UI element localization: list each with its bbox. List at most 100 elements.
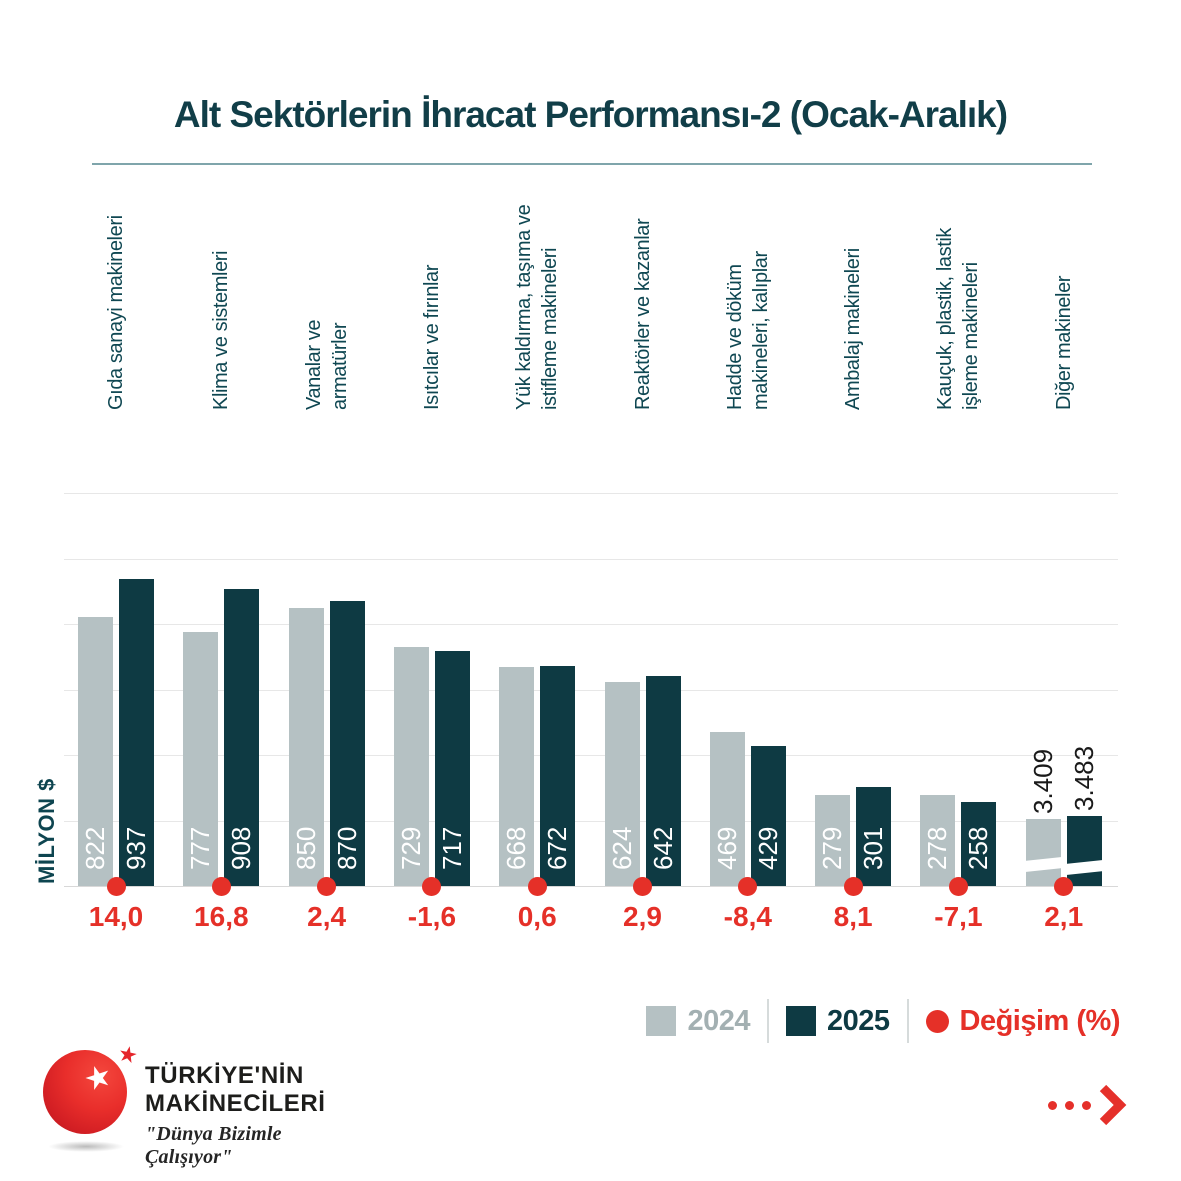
category-label: Ambalaj makineleri xyxy=(840,248,866,410)
change-value: 2,9 xyxy=(623,901,662,932)
change-value: 14,0 xyxy=(88,901,144,932)
category-label-line: Reaktörler ve kazanlar xyxy=(631,218,654,410)
bar-2025 xyxy=(1066,816,1102,886)
change-marker-dot-icon xyxy=(422,876,442,896)
bar-2024 xyxy=(288,607,324,886)
category-label-line: Hadde ve döküm xyxy=(723,264,746,410)
legend: 2024 2025 Değişim (%) xyxy=(646,998,1121,1044)
category-label-line: Yük kaldırma, taşıma ve xyxy=(513,204,536,410)
legend-swatch-2025-icon xyxy=(786,1006,816,1036)
category-label-line: armatürler xyxy=(328,322,351,410)
gridline xyxy=(64,689,1118,691)
legend-divider xyxy=(767,999,769,1043)
bar-2024 xyxy=(1025,819,1061,886)
title-underline xyxy=(92,163,1092,165)
legend-swatch-2024-icon xyxy=(646,1006,677,1036)
change-marker-dot-icon xyxy=(211,876,231,896)
change-value: 2,1 xyxy=(1044,901,1084,932)
bar-2025 xyxy=(224,588,260,886)
category-label-line: Isıtcılar ve fırınlar xyxy=(420,265,443,410)
change-value: 2,4 xyxy=(307,901,347,932)
category-label-line: istifleme makineleri xyxy=(539,247,562,410)
change-value: -1,6 xyxy=(407,901,457,932)
bar-2024 xyxy=(499,667,535,886)
gridline xyxy=(64,558,1118,560)
gridline xyxy=(64,886,1118,887)
category-label-line: Ambalaj makineleri xyxy=(842,248,865,410)
logo-text: TÜRKİYE'NİN MAKİNECİLERİ "Dünya Bizimle … xyxy=(145,1062,360,1169)
next-button[interactable] xyxy=(1048,1084,1127,1126)
category-label-line: makineleri, kalıplar xyxy=(749,251,772,410)
legend-item-2025: 2025 xyxy=(786,1005,890,1038)
category-label-line: Diğer makineler xyxy=(1052,275,1075,410)
bar-value-label: 429 xyxy=(752,826,783,870)
bar-value-label: 850 xyxy=(290,826,321,870)
change-value: 16,8 xyxy=(194,901,249,932)
ellipsis-dot-icon xyxy=(1082,1100,1091,1110)
page-title: Alt Sektörlerin İhracat Performansı-2 (O… xyxy=(173,94,1008,135)
bar-value-label: 717 xyxy=(436,826,467,870)
bar-2025 xyxy=(540,665,576,886)
change-marker-dot-icon xyxy=(1054,876,1074,896)
bar-value-label: 937 xyxy=(121,826,151,870)
bar-2025 xyxy=(961,801,997,886)
bar-value-label: 908 xyxy=(226,826,257,870)
change-marker-dot-icon xyxy=(633,876,652,896)
bar-2024 xyxy=(393,647,429,886)
category-label: Vanalar ve armatürler xyxy=(301,320,353,410)
bar-2024 xyxy=(709,732,745,886)
logo-line1: TÜRKİYE'NİN xyxy=(145,1062,304,1089)
logo-ball-shadow xyxy=(48,1141,124,1152)
category-label-line: Klima ve sistemleri xyxy=(210,250,233,410)
legend-label-change: Değişim (%) xyxy=(959,1004,1121,1037)
bar-2024 xyxy=(183,631,219,886)
bar-2025 xyxy=(329,601,365,886)
category-label: Kauçuk, plastik, lastik işleme makineleri xyxy=(932,228,984,410)
change-marker-dot-icon xyxy=(106,876,126,896)
star-icon: ★ xyxy=(115,1040,141,1069)
legend-divider xyxy=(906,999,909,1043)
category-label: Yük kaldırma, taşıma ve istifleme makinel… xyxy=(511,205,563,410)
bar-2024 xyxy=(78,616,113,886)
gridline xyxy=(64,755,1118,756)
chevron-right-icon xyxy=(1099,1084,1127,1126)
bar-value-label: 642 xyxy=(647,826,678,870)
change-marker-dot-icon xyxy=(948,876,968,896)
category-label: Gıda sanayi makineleri xyxy=(103,215,129,410)
gridline xyxy=(64,820,1118,822)
change-dot-icon xyxy=(925,1009,949,1033)
legend-item-change: Değişim (%) xyxy=(925,1004,1121,1038)
bar-value-label: 672 xyxy=(542,826,573,870)
category-label: Reaktörler ve kazanlar xyxy=(630,219,656,410)
bar-value-label: 668 xyxy=(501,826,532,870)
bar-2025 xyxy=(119,579,154,886)
change-value: 0,6 xyxy=(517,901,557,932)
category-label-line: Kauçuk, plastik, lastik xyxy=(934,228,957,410)
bar-value-label: 624 xyxy=(606,826,637,870)
bar-value-label: 301 xyxy=(858,826,889,870)
bar-2025 xyxy=(750,745,786,886)
ellipsis-dot-icon xyxy=(1065,1100,1074,1110)
change-value: -8,4 xyxy=(723,901,772,932)
category-label: Hadde ve döküm makineleri, kalıplar xyxy=(722,251,774,410)
bar-value-label: 729 xyxy=(395,826,426,870)
change-value: 8,1 xyxy=(833,901,873,932)
category-label: Diğer makineler xyxy=(1051,276,1077,410)
change-marker-dot-icon xyxy=(843,876,863,896)
bar-value-label: 777 xyxy=(185,826,216,870)
change-marker-dot-icon xyxy=(738,876,758,896)
change-marker-dot-icon xyxy=(317,876,337,896)
logo-tagline: "Dünya Bizimle Çalışıyor" xyxy=(145,1123,282,1168)
change-value: -7,1 xyxy=(934,901,983,932)
bar-value-label: 822 xyxy=(80,826,110,870)
bar-value-label: 279 xyxy=(817,826,848,870)
bar-2025 xyxy=(856,787,892,886)
gridline xyxy=(64,624,1118,625)
logo: ★ ★ TÜRKİYE'NİN MAKİNECİLERİ "Dünya Bizi… xyxy=(40,1040,360,1168)
bar-value-label: 3.409 xyxy=(1027,748,1058,814)
logo-ball-icon xyxy=(43,1050,127,1134)
bar-value-label: 258 xyxy=(963,826,994,870)
bar-value-label: 278 xyxy=(922,826,953,870)
legend-item-2024: 2024 xyxy=(646,1005,750,1038)
